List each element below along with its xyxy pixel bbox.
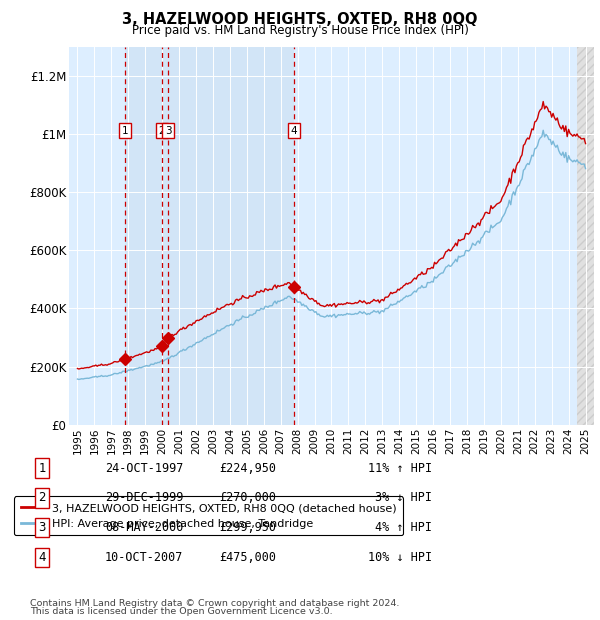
Legend: 3, HAZELWOOD HEIGHTS, OXTED, RH8 0QQ (detached house), HPI: Average price, detac: 3, HAZELWOOD HEIGHTS, OXTED, RH8 0QQ (de… <box>14 497 403 535</box>
Text: 08-MAY-2000: 08-MAY-2000 <box>105 521 184 534</box>
Bar <box>125 46 294 425</box>
Text: 3, HAZELWOOD HEIGHTS, OXTED, RH8 0QQ: 3, HAZELWOOD HEIGHTS, OXTED, RH8 0QQ <box>122 12 478 27</box>
Text: 1: 1 <box>122 126 128 136</box>
Text: £299,950: £299,950 <box>219 521 276 534</box>
Text: 24-OCT-1997: 24-OCT-1997 <box>105 462 184 474</box>
Bar <box>577 46 594 425</box>
Text: Price paid vs. HM Land Registry's House Price Index (HPI): Price paid vs. HM Land Registry's House … <box>131 24 469 37</box>
Text: This data is licensed under the Open Government Licence v3.0.: This data is licensed under the Open Gov… <box>30 607 332 616</box>
Text: 29-DEC-1999: 29-DEC-1999 <box>105 492 184 504</box>
Text: 10-OCT-2007: 10-OCT-2007 <box>105 551 184 564</box>
Text: £224,950: £224,950 <box>219 462 276 474</box>
Text: 10% ↓ HPI: 10% ↓ HPI <box>368 551 432 564</box>
Text: 4% ↑ HPI: 4% ↑ HPI <box>375 521 432 534</box>
Text: Contains HM Land Registry data © Crown copyright and database right 2024.: Contains HM Land Registry data © Crown c… <box>30 598 400 608</box>
Text: 2: 2 <box>158 126 165 136</box>
Text: 3: 3 <box>165 126 172 136</box>
Text: £270,000: £270,000 <box>219 492 276 504</box>
Text: 3: 3 <box>38 521 46 534</box>
Text: 1: 1 <box>38 462 46 474</box>
Text: 11% ↑ HPI: 11% ↑ HPI <box>368 462 432 474</box>
Text: 4: 4 <box>290 126 297 136</box>
Text: 4: 4 <box>38 551 46 564</box>
Text: 3% ↓ HPI: 3% ↓ HPI <box>375 492 432 504</box>
Text: 2: 2 <box>38 492 46 504</box>
Text: £475,000: £475,000 <box>219 551 276 564</box>
